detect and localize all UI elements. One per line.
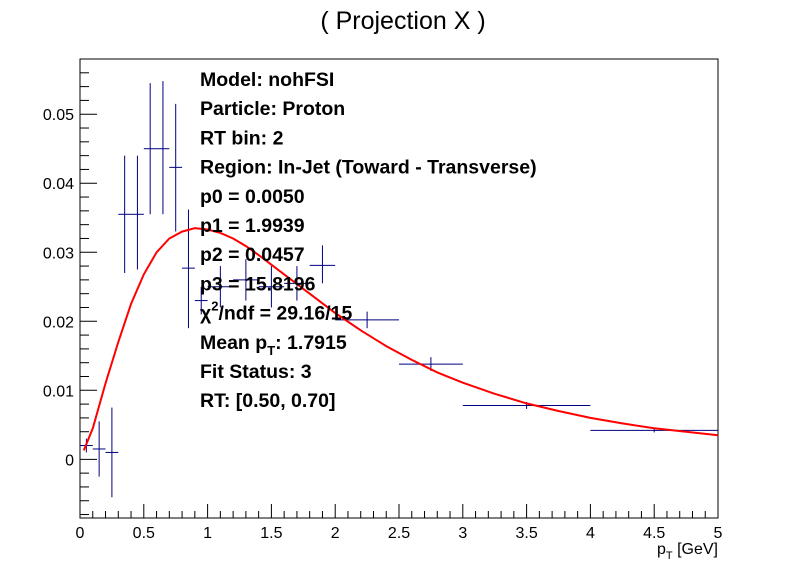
stat-line: Particle: Proton (200, 98, 345, 120)
data-point (233, 259, 259, 301)
stat-line: p1 = 1.9939 (200, 215, 305, 237)
x-axis-label: pT [GeV] (657, 541, 718, 562)
data-point (182, 209, 195, 329)
x-tick-label: 1.5 (260, 525, 282, 542)
stat-line: Mean pT: 1.7915 (200, 332, 347, 358)
y-tick-label: 0.05 (43, 107, 74, 124)
data-point (309, 245, 336, 284)
y-tick-label: 0.03 (43, 245, 74, 262)
data-point (169, 103, 183, 232)
x-tick-label: 1 (203, 525, 212, 542)
chart-title: ( Projection X ) (320, 7, 485, 35)
x-tick-label: 2.5 (388, 525, 410, 542)
x-axis-label-unit: [GeV] (673, 541, 718, 558)
x-tick-label: 4 (586, 525, 595, 542)
y-tick-label: 0.01 (43, 383, 74, 400)
stat-line: Region: In-Jet (Toward - Transverse) (200, 157, 537, 179)
stat-line: Fit Status: 3 (200, 361, 312, 383)
y-tick-label: 0.02 (43, 314, 74, 331)
stat-line: Model: nohFSI (200, 69, 334, 91)
x-axis-ticks: 0 0.5 1 1.5 2 2.5 3 3.5 4 4.5 5 (76, 504, 723, 542)
stat-line: p3 = 15.8196 (200, 273, 316, 295)
stat-line: p2 = 0.0457 (200, 244, 305, 266)
x-tick-label: 3.5 (515, 525, 537, 542)
x-tick-label: 2 (331, 525, 340, 542)
data-points (80, 81, 718, 498)
x-tick-label: 0 (76, 525, 85, 542)
data-point (156, 81, 170, 215)
x-tick-label: 0.5 (133, 525, 155, 542)
x-axis-label-sub: T (666, 550, 673, 562)
data-point (118, 155, 132, 273)
stat-line: χ2/ndf = 29.16/15 (200, 299, 352, 325)
y-tick-label: 0.04 (43, 176, 74, 193)
y-tick-label: 0 (65, 452, 74, 469)
fit-curve (82, 227, 719, 451)
y-axis-ticks: 0 0.01 0.02 0.03 0.04 0.05 (43, 72, 97, 516)
x-tick-label: 5 (714, 525, 723, 542)
data-point (92, 421, 106, 477)
data-point (258, 266, 285, 308)
data-point (105, 407, 119, 498)
stat-line: p0 = 0.0050 (200, 186, 305, 208)
stat-line: RT: [0.50, 0.70] (200, 390, 335, 412)
data-point (194, 286, 208, 315)
x-tick-label: 3 (458, 525, 467, 542)
data-point (131, 155, 144, 270)
fit-stats-box: Model: nohFSI Particle: Proton RT bin: 2 Re… (200, 69, 537, 412)
data-point (143, 83, 157, 215)
stat-line: RT bin: 2 (200, 127, 284, 149)
x-tick-label: 4.5 (643, 525, 665, 542)
x-axis-label-base: p (657, 541, 666, 558)
data-point (207, 266, 234, 308)
